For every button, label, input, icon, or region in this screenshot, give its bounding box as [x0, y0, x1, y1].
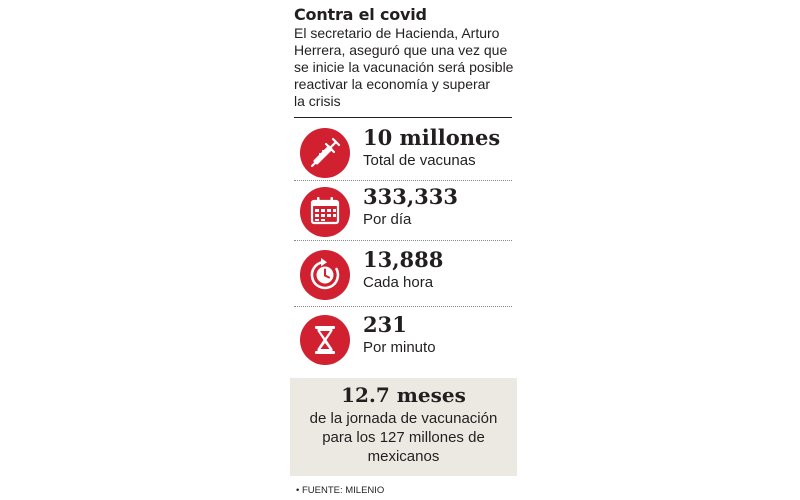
infographic-lead: El secretario de Hacienda, Arturo Herrer… [294, 25, 514, 109]
stat-label: Cada hora [363, 274, 434, 291]
stat-label: Por día [363, 211, 412, 228]
stat-label: Por minuto [363, 339, 436, 356]
infographic: Contra el covid El secretario de Haciend… [288, 0, 518, 500]
stat-value: 231 [363, 312, 407, 337]
hourglass-icon [300, 315, 350, 365]
stat-label: Total de vacunas [363, 152, 476, 169]
syringe-icon [300, 128, 350, 178]
stat-total-vaccines: 10 millones Total de vacunas [294, 123, 512, 183]
stat-divider [294, 306, 512, 307]
stat-per-day: 333,333 Por día [294, 182, 512, 242]
stat-per-minute: 231 Por minuto [294, 310, 512, 370]
summary-text: de la jornada de vacunación para los 127… [309, 410, 498, 465]
summary-value: 12.7 meses [341, 383, 466, 407]
infographic-title: Contra el covid [294, 5, 427, 24]
stat-divider [294, 240, 512, 241]
stat-divider [294, 180, 512, 181]
source-note: • FUENTE: MILENIO [296, 485, 385, 496]
stat-per-hour: 13,888 Cada hora [294, 245, 512, 305]
stat-value: 10 millones [363, 125, 501, 150]
title-divider [294, 117, 512, 118]
stat-value: 13,888 [363, 247, 444, 272]
stat-value: 333,333 [363, 184, 458, 209]
calendar-icon [300, 187, 350, 237]
clock-history-icon [300, 250, 350, 300]
summary-box: 12.7 meses de la jornada de vacunación p… [290, 378, 517, 476]
